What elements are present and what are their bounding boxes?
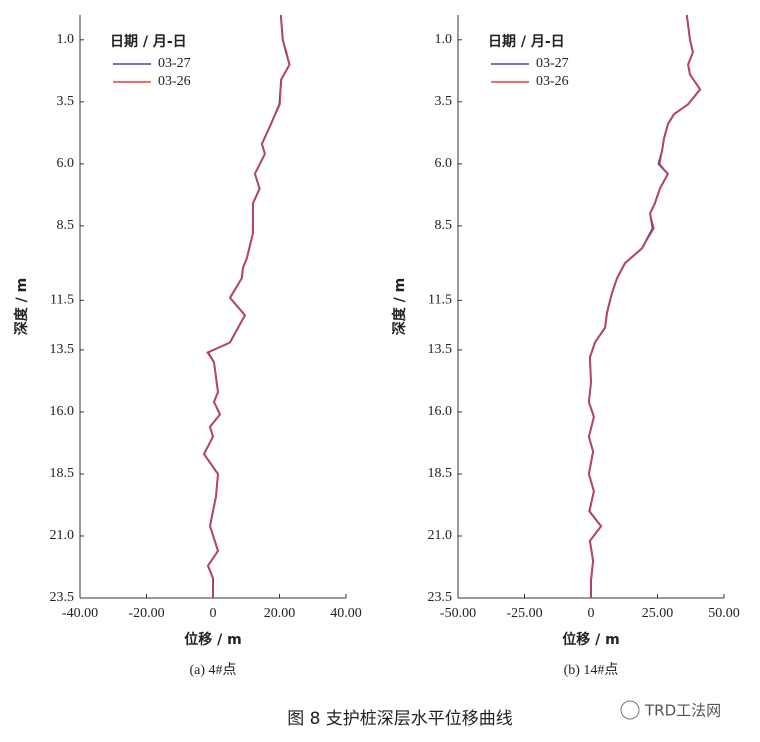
y-tick-label: 21.0	[428, 528, 453, 543]
y-axis-label: 深度 / m	[391, 278, 408, 335]
y-axis-label: 深度 / m	[13, 278, 30, 335]
series-line	[202, 14, 291, 598]
y-tick-label: 11.5	[50, 293, 74, 308]
y-tick-label: 13.5	[428, 342, 453, 357]
y-tick-label: 6.0	[57, 156, 75, 171]
y-tick-label: 1.0	[435, 32, 453, 47]
legend-title: 日期 / 月-日	[488, 34, 565, 50]
x-tick-label: 40.00	[330, 606, 362, 621]
figure-caption: 图 8 支护桩深层水平位移曲线	[287, 709, 513, 729]
y-tick-label: 3.5	[57, 94, 75, 109]
y-tick-label: 8.5	[57, 218, 75, 233]
x-tick-label: -25.00	[506, 606, 542, 621]
series-line	[587, 14, 702, 598]
series-line	[588, 14, 701, 598]
watermark-icon	[620, 700, 640, 720]
series-line	[203, 14, 291, 598]
x-tick-label: 50.00	[708, 606, 740, 621]
y-tick-label: 23.5	[428, 590, 453, 605]
x-axis-label: 位移 / m	[184, 631, 241, 648]
x-tick-label: -20.00	[128, 606, 164, 621]
y-tick-label: 6.0	[435, 156, 453, 171]
x-tick-label: 25.00	[642, 606, 674, 621]
x-tick-label: -50.00	[440, 606, 476, 621]
legend-title: 日期 / 月-日	[110, 34, 187, 50]
y-tick-label: 21.0	[50, 528, 75, 543]
watermark: TRD工法网	[644, 702, 721, 720]
legend-label: 03-26	[536, 74, 569, 89]
y-tick-label: 18.5	[428, 466, 453, 481]
legend-label: 03-27	[158, 56, 191, 71]
legend-label: 03-26	[158, 74, 191, 89]
y-tick-label: 11.5	[428, 293, 452, 308]
x-axis-label: 位移 / m	[562, 631, 619, 648]
y-tick-label: 23.5	[50, 590, 75, 605]
legend-label: 03-27	[536, 56, 569, 71]
y-tick-label: 3.5	[435, 94, 453, 109]
subcaption: (a) 4#点	[189, 662, 236, 678]
x-tick-label: 0	[588, 606, 595, 621]
y-tick-label: 13.5	[50, 342, 75, 357]
x-tick-label: 20.00	[264, 606, 296, 621]
y-tick-label: 18.5	[50, 466, 75, 481]
x-tick-label: 0	[210, 606, 217, 621]
y-tick-label: 1.0	[57, 32, 75, 47]
y-tick-label: 8.5	[435, 218, 453, 233]
y-tick-label: 16.0	[50, 404, 75, 419]
subcaption: (b) 14#点	[564, 662, 619, 678]
x-tick-label: -40.00	[62, 606, 98, 621]
y-tick-label: 16.0	[428, 404, 453, 419]
